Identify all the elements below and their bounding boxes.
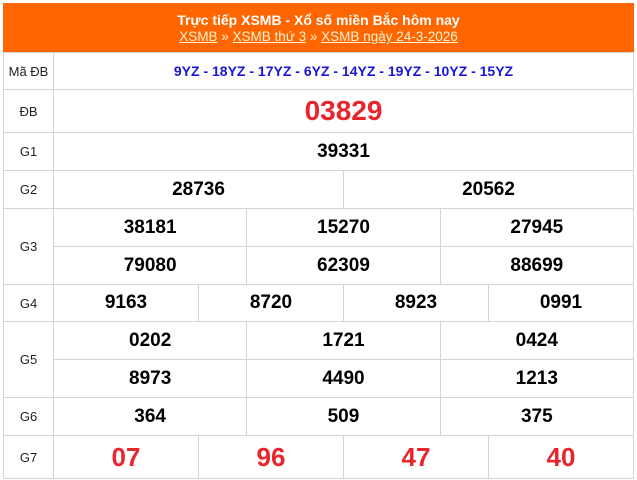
prize-g5: 8973 <box>52 359 248 398</box>
breadcrumb-xsmb[interactable]: XSMB <box>179 29 218 44</box>
prize-g5: 4490 <box>246 359 441 398</box>
results-panel: Trực tiếp XSMB - Xổ số miền Bắc hôm nay … <box>3 3 635 479</box>
row-g6: G6 364 509 375 <box>3 397 635 436</box>
prize-g4: 0991 <box>487 284 635 322</box>
label-db: ĐB <box>3 89 54 133</box>
label-g5: G5 <box>3 321 54 398</box>
prize-g5: 0424 <box>439 321 635 360</box>
prize-g2: 20562 <box>342 170 635 209</box>
prize-g5: 1213 <box>439 359 635 398</box>
label-g3: G3 <box>3 208 54 285</box>
row-g3: 79080 62309 88699 <box>4 246 635 285</box>
row-db: ĐB 03829 <box>3 89 634 133</box>
row-ma-db: Mã ĐB 9YZ - 18YZ - 17YZ - 6YZ - 14YZ - 1… <box>3 52 634 90</box>
prize-special: 03829 <box>53 89 634 133</box>
label-g2: G2 <box>3 170 54 209</box>
breadcrumb: XSMB » XSMB thứ 3 » XSMB ngày 24-3-2026 <box>179 29 458 44</box>
row-g4: G4 9163 8720 8923 0991 <box>3 284 635 322</box>
results-header: Trực tiếp XSMB - Xổ số miền Bắc hôm nay … <box>3 3 634 52</box>
prize-g5: 0202 <box>52 321 248 360</box>
row-g1: G1 39331 <box>3 132 634 171</box>
label-g4: G4 <box>3 284 54 322</box>
prize-g6: 509 <box>246 397 441 436</box>
label-g7: G7 <box>3 435 54 479</box>
prize-g3: 88699 <box>439 246 635 285</box>
row-g2: G2 28736 20562 <box>3 170 635 209</box>
prize-g2: 28736 <box>53 170 344 209</box>
prize-g7: 96 <box>197 435 344 479</box>
prize-g7: 47 <box>342 435 489 479</box>
label-g1: G1 <box>3 132 54 171</box>
row-g7: G7 07 96 47 40 <box>3 435 635 479</box>
prize-g3: 15270 <box>246 208 441 247</box>
prize-g4: 8720 <box>197 284 344 322</box>
prize-g3: 79080 <box>52 246 248 285</box>
prize-g4: 9163 <box>53 284 199 322</box>
prize-g4: 8923 <box>342 284 489 322</box>
results-table: Mã ĐB 9YZ - 18YZ - 17YZ - 6YZ - 14YZ - 1… <box>3 52 635 479</box>
prize-g5: 1721 <box>246 321 441 360</box>
row-g5: 8973 4490 1213 <box>4 359 635 398</box>
prize-g7: 40 <box>487 435 635 479</box>
prize-g3: 27945 <box>439 208 635 247</box>
label-ma-db: Mã ĐB <box>3 52 54 90</box>
label-g6: G6 <box>3 397 54 436</box>
breadcrumb-date[interactable]: XSMB ngày 24-3-2026 <box>321 29 458 44</box>
page-title: Trực tiếp XSMB - Xổ số miền Bắc hôm nay <box>177 12 460 28</box>
prize-g1: 39331 <box>53 132 634 171</box>
prize-g6: 375 <box>439 397 635 436</box>
row-g5: G5 0202 1721 0424 <box>3 321 635 398</box>
prize-g6: 364 <box>52 397 248 436</box>
row-g3: G3 38181 15270 27945 <box>3 208 635 285</box>
special-codes: 9YZ - 18YZ - 17YZ - 6YZ - 14YZ - 19YZ - … <box>53 52 634 90</box>
prize-g3: 38181 <box>52 208 248 247</box>
prize-g3: 62309 <box>246 246 441 285</box>
prize-g7: 07 <box>53 435 199 479</box>
breadcrumb-xsmb-thu-3[interactable]: XSMB thứ 3 <box>232 29 307 44</box>
